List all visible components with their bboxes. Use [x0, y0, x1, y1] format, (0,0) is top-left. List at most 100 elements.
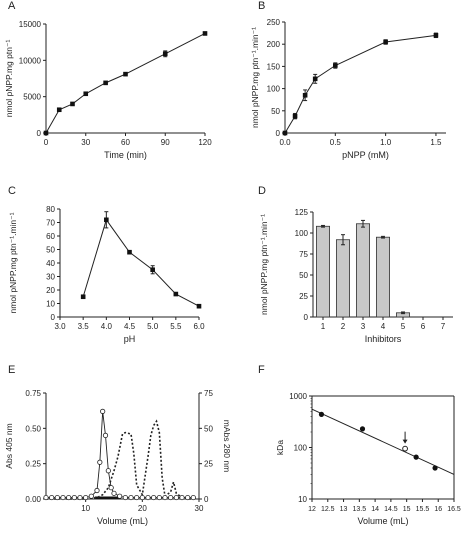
- x-axis-label: Time (min): [104, 150, 147, 160]
- panel-letter: F: [258, 364, 265, 376]
- y-tick-label: 0: [304, 313, 309, 322]
- arrow-head: [402, 439, 408, 444]
- x-axis-label: pNPP (mM): [342, 150, 389, 160]
- y2-tick-label: 0: [204, 495, 209, 504]
- x-tick-label: 15: [403, 506, 411, 513]
- data-point: [179, 494, 185, 501]
- x-tick-label: 16: [434, 506, 442, 513]
- data-point: [413, 454, 419, 460]
- data-point: [117, 493, 123, 499]
- data-point: [433, 33, 439, 38]
- y-tick-label: 10: [298, 495, 307, 504]
- data-point: [139, 494, 145, 501]
- data-point: [66, 494, 72, 501]
- data-point: [190, 494, 196, 501]
- data-point: [432, 465, 438, 471]
- x-tick-label: 1.5: [430, 138, 442, 147]
- data-point: [173, 291, 179, 297]
- data-point: [127, 249, 132, 255]
- y-axis-label: nmol pNPP.mg ptn⁻¹: [4, 40, 14, 118]
- data-point: [54, 494, 60, 501]
- data-point: [134, 494, 140, 501]
- panel-c: C 3.0 3.5 4.0 4.5 5.0 5.5 6.0 0 10 20 30 40 50 60 70 80 p…: [8, 185, 205, 344]
- data-point: [97, 459, 103, 465]
- x-axis-label: Volume (mL): [97, 516, 148, 526]
- y-axis-label: Abs 405 nm: [4, 423, 14, 468]
- x-tick-label: 60: [121, 138, 130, 147]
- data-point: [80, 294, 86, 300]
- y-tick-label: 125: [295, 208, 309, 217]
- data-point: [71, 494, 77, 501]
- data-point: [43, 130, 49, 136]
- x-tick-label: 5.5: [170, 322, 182, 331]
- x-tick-label: 14: [371, 506, 379, 513]
- x-tick-label: 4.5: [124, 322, 136, 331]
- panel-letter: D: [258, 185, 266, 197]
- y-tick-label: 0.25: [25, 460, 41, 469]
- fraction-marker: [94, 496, 121, 499]
- y-tick-label: 50: [271, 107, 280, 116]
- series-line: [284, 34, 437, 134]
- y-tick-label: 0.50: [25, 424, 41, 433]
- data-point: [43, 494, 49, 501]
- y-axis-label: nmol pNPP.mg ptn⁻¹.min⁻¹: [259, 214, 269, 315]
- bar: [335, 239, 350, 318]
- data-point: [162, 494, 168, 501]
- data-point: [150, 267, 155, 273]
- x-tick-label: 20: [138, 504, 147, 513]
- data-point: [83, 91, 89, 97]
- y2-tick-label: 50: [204, 424, 213, 433]
- x-tick-label: 16.5: [447, 506, 461, 513]
- y-tick-label: 0.75: [25, 389, 41, 398]
- data-point: [49, 494, 55, 501]
- x-tick-label: 7: [441, 322, 446, 331]
- x-tick-label: 0.0: [279, 138, 291, 147]
- x-tick-label: 30: [195, 504, 204, 513]
- x-tick-label: 2: [341, 322, 346, 331]
- panel-d: D 0 25 50 75 100 125 1 2 3 4 5 6 7 Inhibitors nmol pNPP…: [258, 185, 453, 344]
- bar: [375, 236, 390, 318]
- y-tick-label: 100: [294, 444, 308, 453]
- x-axis-label: pH: [124, 334, 136, 344]
- x-tick-label: 3.0: [54, 322, 66, 331]
- x-tick-label: 3: [361, 322, 366, 331]
- data-point: [128, 494, 134, 501]
- data-point: [100, 408, 106, 414]
- data-point: [168, 494, 174, 501]
- y-tick-label: 80: [46, 205, 55, 214]
- data-point: [77, 494, 83, 501]
- data-point: [151, 494, 157, 501]
- data-point: [122, 494, 128, 501]
- panel-letter: A: [8, 0, 16, 12]
- y-tick-label: 15000: [19, 20, 42, 29]
- x-tick-label: 6.0: [193, 322, 205, 331]
- y2-tick-label: 25: [204, 460, 213, 469]
- x-tick-label: 120: [198, 138, 212, 147]
- bar: [315, 225, 330, 318]
- y-axis-label: kDa: [275, 440, 285, 455]
- bar: [355, 223, 370, 318]
- data-point: [383, 39, 388, 45]
- y-tick-label: 10000: [19, 56, 42, 65]
- x-tick-label: 4: [381, 322, 386, 331]
- y-tick-label: 40: [46, 259, 55, 268]
- y-tick-label: 100: [267, 85, 281, 94]
- y-tick-label: 50: [46, 246, 55, 255]
- data-point: [359, 426, 366, 432]
- y-tick-label: 75: [299, 250, 308, 259]
- data-point: [302, 92, 308, 98]
- data-point: [123, 71, 128, 77]
- y2-tick-label: 75: [204, 389, 213, 398]
- panel-letter: C: [8, 185, 16, 197]
- data-point: [70, 101, 75, 107]
- data-point: [173, 494, 179, 501]
- y-tick-label: 1000: [289, 392, 307, 401]
- y-tick-label: 0: [37, 129, 42, 138]
- data-point: [185, 494, 191, 501]
- data-point: [102, 432, 109, 438]
- x-tick-label: 14.5: [384, 506, 398, 513]
- y-tick-label: 250: [267, 18, 281, 27]
- data-point: [108, 485, 114, 491]
- series-line: [45, 33, 206, 134]
- y-tick-label: 30: [46, 273, 55, 282]
